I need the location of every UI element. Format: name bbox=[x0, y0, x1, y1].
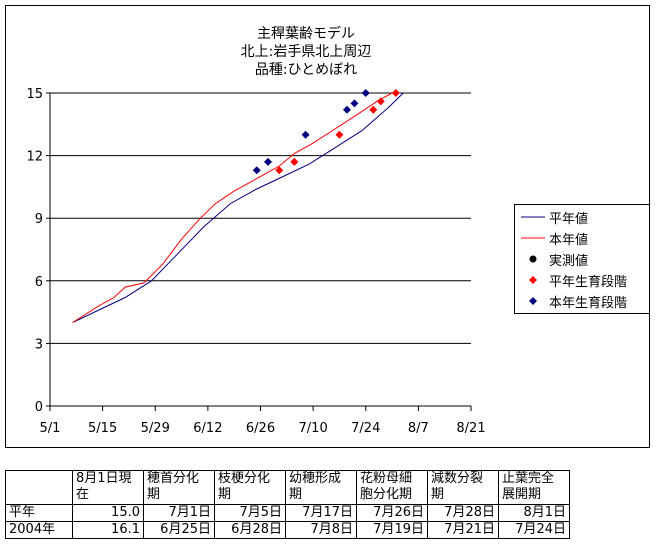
table-row-header: 2004年 bbox=[5, 521, 73, 539]
data-point-4 bbox=[361, 89, 370, 97]
data-point-3 bbox=[290, 157, 299, 166]
data-point-4 bbox=[252, 166, 261, 175]
chart-title-line-1: 主稈葉齢モデル bbox=[257, 26, 355, 42]
chart-plot: 0 3 6 9 12 15 5/1 5/15 5/29 6/12 6/26 7/10 7/24 8/7 8/… bbox=[26, 87, 485, 436]
data-point-4 bbox=[301, 130, 310, 139]
legend-swatch bbox=[529, 297, 537, 305]
data-point-4 bbox=[350, 99, 359, 108]
x-tick-label: 5/15 bbox=[88, 421, 117, 436]
table-row-header: 平年 bbox=[5, 504, 73, 522]
chart-legend: 平年値本年値実測値平年生育段階 本年生育段階 bbox=[514, 204, 650, 314]
y-tick-label: 15 bbox=[26, 87, 43, 102]
series-line-0 bbox=[72, 92, 404, 323]
table-header-cell: 8月1日現在 bbox=[72, 470, 144, 505]
legend-item: 本年値 bbox=[515, 228, 649, 248]
legend-swatch bbox=[521, 216, 545, 218]
data-point-3 bbox=[376, 97, 385, 106]
legend-label: 平年生育段階 bbox=[549, 275, 628, 290]
legend-swatch bbox=[521, 237, 545, 239]
table-cell: 7月5日 bbox=[214, 504, 286, 522]
data-point-3 bbox=[391, 89, 400, 97]
x-tick-label: 6/26 bbox=[246, 421, 275, 436]
chart-frame: 主稈葉齢モデル 北上:岩手県北上周辺 品種:ひとめぼれ 0 3 6 9 12 15 5/1 5… bbox=[5, 5, 650, 448]
plot-area bbox=[50, 93, 471, 406]
table-cell: 7月8日 bbox=[285, 521, 357, 539]
table-header-cell: 止葉完全 展開期 bbox=[498, 470, 570, 505]
table-cell: 7月24日 bbox=[498, 521, 570, 539]
legend-label: 実測値 bbox=[549, 254, 589, 269]
y-tick-label: 12 bbox=[26, 150, 43, 165]
table-cell: 7月17日 bbox=[285, 504, 357, 522]
table-cell: 15.0 bbox=[72, 504, 144, 522]
y-tick-label: 3 bbox=[35, 337, 43, 352]
x-tick-label: 7/10 bbox=[299, 421, 328, 436]
table-header-cell: 花粉母細 胞分化期 bbox=[356, 470, 428, 505]
legend-swatch bbox=[529, 255, 537, 263]
y-tick-label: 0 bbox=[35, 400, 43, 415]
table-header-cell bbox=[5, 470, 73, 505]
series-line-1 bbox=[72, 92, 393, 323]
legend-symbol bbox=[529, 276, 537, 284]
legend-item: 平年生育段階 bbox=[515, 270, 649, 290]
table-cell: 7月26日 bbox=[356, 504, 428, 522]
x-tick-label: 7/24 bbox=[351, 421, 380, 436]
legend-swatch bbox=[529, 276, 537, 284]
legend-item: 実測値 bbox=[515, 249, 649, 269]
x-tick-label: 5/1 bbox=[40, 421, 61, 436]
table-cell: 7月19日 bbox=[356, 521, 428, 539]
table-cell: 7月21日 bbox=[427, 521, 499, 539]
legend-label: 本年値 bbox=[549, 233, 589, 248]
legend-item: 平年値 bbox=[515, 207, 649, 227]
x-tick-label: 8/21 bbox=[456, 421, 485, 436]
legend-label: 平年値 bbox=[549, 212, 589, 227]
legend-item: 本年生育段階 bbox=[515, 291, 649, 311]
table-header-row: 8月1日現在穂首分化期枝梗分化期幼穂形成期花粉母細 胞分化期 減数分裂期止葉完全 展開… bbox=[5, 470, 570, 505]
table-cell: 16.1 bbox=[72, 521, 144, 539]
legend-label: 本年生育段階 bbox=[549, 296, 628, 311]
table-cell: 7月28日 bbox=[427, 504, 499, 522]
x-tick-label: 5/29 bbox=[141, 421, 170, 436]
table-cell: 8月1日 bbox=[498, 504, 570, 522]
y-tick-label: 9 bbox=[35, 212, 43, 227]
table-row: 平年 15.0 7月1日 7月5日 7月17日 7月26日 7月28日 8月1日 bbox=[5, 504, 570, 522]
data-point-4 bbox=[264, 157, 273, 166]
table-cell: 6月28日 bbox=[214, 521, 286, 539]
chart-title-line-3: 品種:ひとめぼれ bbox=[254, 62, 358, 78]
x-tick-label: 6/12 bbox=[193, 421, 222, 436]
data-point-3 bbox=[335, 130, 344, 139]
table-cell: 6月25日 bbox=[143, 521, 215, 539]
legend-symbol bbox=[529, 255, 537, 263]
table-header-cell: 穂首分化期 bbox=[143, 470, 215, 505]
growth-stage-table: 8月1日現在穂首分化期枝梗分化期幼穂形成期花粉母細 胞分化期 減数分裂期止葉完全 展開… bbox=[5, 470, 570, 539]
data-point-3 bbox=[275, 166, 284, 175]
table-header-cell: 減数分裂期 bbox=[427, 470, 499, 505]
table-header-cell: 幼穂形成期 bbox=[285, 470, 357, 505]
y-tick-label: 6 bbox=[35, 275, 43, 290]
table-cell: 7月1日 bbox=[143, 504, 215, 522]
table-header-cell: 枝梗分化期 bbox=[214, 470, 286, 505]
x-tick-label: 8/7 bbox=[408, 421, 429, 436]
data-point-3 bbox=[369, 105, 378, 114]
legend-symbol bbox=[529, 297, 537, 305]
table-row: 2004年 16.1 6月25日 6月28日 7月8日 7月19日 7月21日 7月24日 bbox=[5, 521, 570, 539]
chart-title-line-2: 北上:岩手県北上周辺 bbox=[240, 44, 372, 60]
data-point-4 bbox=[342, 105, 351, 114]
table-body: 平年 15.0 7月1日 7月5日 7月17日 7月26日 7月28日 8月1日 2004年 16… bbox=[5, 504, 570, 539]
